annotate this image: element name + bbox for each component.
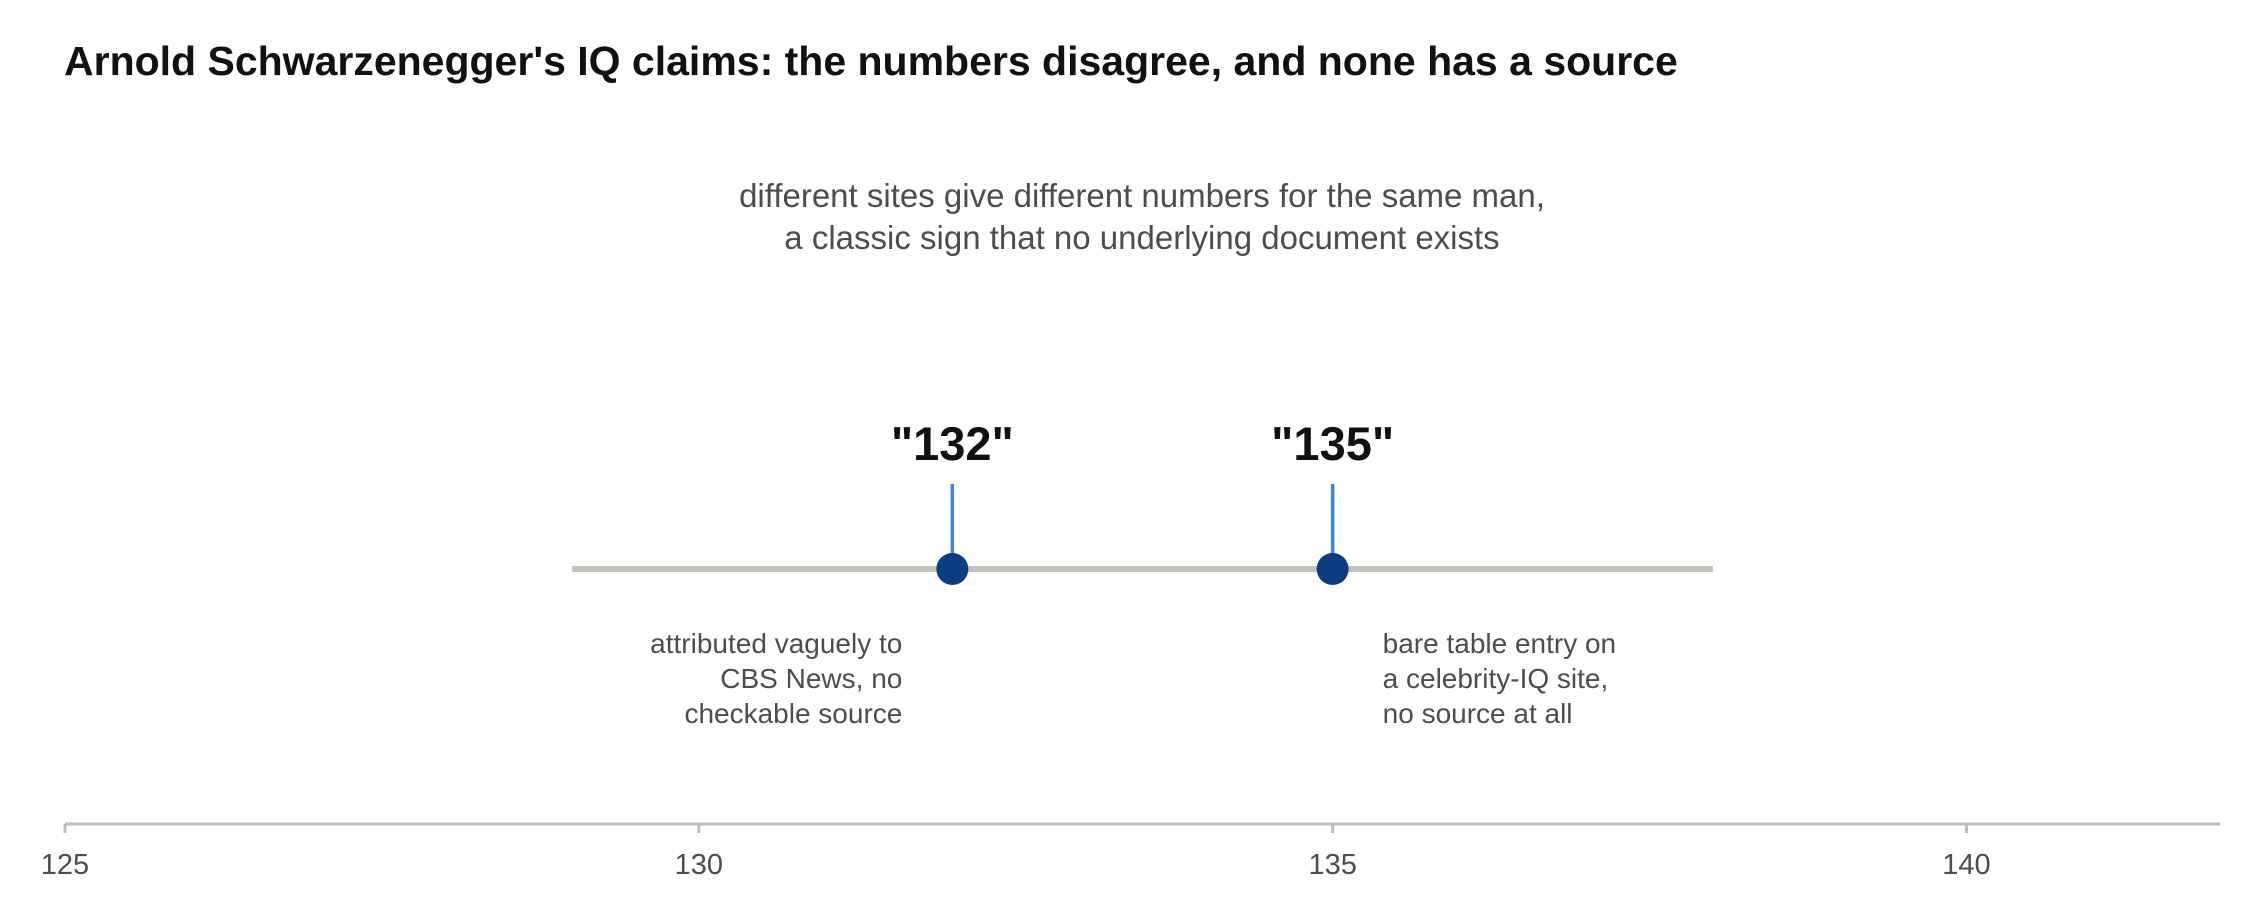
x-tick-label-0: 125 [41, 849, 89, 881]
claim-note-0-line-2: checkable source [684, 698, 902, 729]
claim-note-0-line-1: CBS News, no [720, 663, 902, 694]
claim-value-label-1: "135" [1271, 417, 1394, 470]
claim-note-1-line-2: no source at all [1383, 698, 1573, 729]
plot-area: "132" attributed vaguely to CBS News, no ch… [41, 417, 2220, 881]
claim-note-1-line-1: a celebrity-IQ site, [1383, 663, 1609, 694]
x-tick-label-3: 140 [1942, 849, 1990, 881]
chart-subtitle-line-2: a classic sign that no underlying docume… [784, 219, 1499, 256]
claim-note-1-line-0: bare table entry on [1383, 628, 1617, 659]
x-tick-label-2: 135 [1308, 849, 1356, 881]
claim-value-label-0: "132" [891, 417, 1014, 470]
chart-subtitle-line-1: different sites give different numbers f… [739, 177, 1545, 214]
x-tick-label-1: 130 [675, 849, 723, 881]
chart-title: Arnold Schwarzenegger's IQ claims: the n… [64, 38, 1678, 84]
claim-point-0 [936, 553, 969, 585]
claim-point-1 [1316, 553, 1349, 585]
claim-note-0-line-0: attributed vaguely to [650, 628, 902, 659]
